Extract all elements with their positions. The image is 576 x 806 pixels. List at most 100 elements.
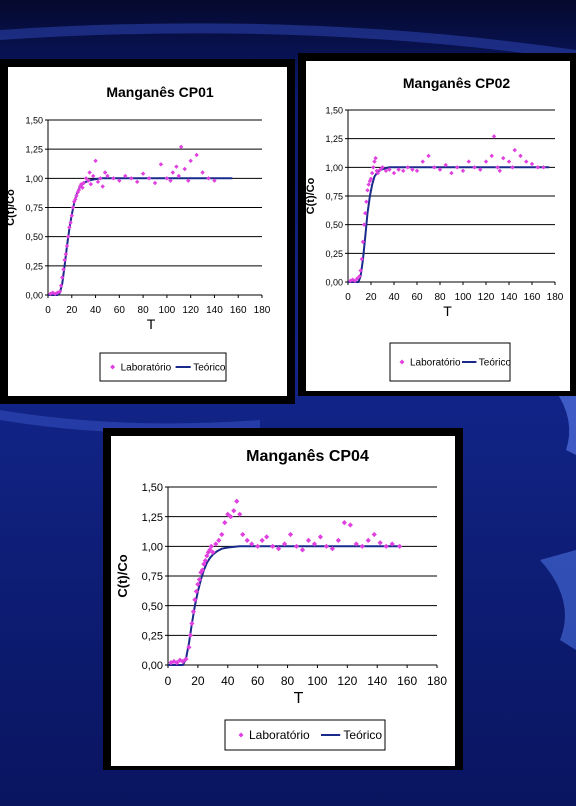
legend-label-teorico: Teórico (193, 363, 226, 374)
data-point-laboratorio (341, 520, 347, 526)
data-point-laboratorio (270, 543, 276, 549)
data-point-laboratorio (299, 547, 306, 553)
data-point-laboratorio (68, 220, 73, 225)
x-tick-label: 60 (251, 674, 265, 688)
x-tick-label: 180 (427, 674, 447, 688)
data-point-laboratorio (134, 179, 140, 185)
y-tick-label: 1,50 (142, 482, 163, 494)
series-line-teorico (168, 545, 400, 666)
data-point-laboratorio (140, 171, 146, 176)
data-point-laboratorio (158, 162, 164, 167)
data-point-laboratorio (420, 159, 425, 164)
legend-marker-laboratorio (238, 732, 244, 738)
data-point-laboratorio (305, 537, 312, 543)
chart-panel-cp01: Manganês CP01 0,00 0,25 0,50 0,75 1,00 1,25 1,5… (0, 59, 295, 404)
x-tick-label: 20 (66, 305, 78, 316)
data-point-laboratorio (88, 181, 93, 187)
data-point-laboratorio (323, 543, 330, 549)
chart-title: Manganês CP04 (246, 448, 369, 465)
data-point-laboratorio (95, 179, 101, 185)
x-tick-label: 100 (307, 674, 327, 688)
data-point-laboratorio (335, 537, 341, 543)
data-point-laboratorio (410, 167, 415, 172)
data-point-laboratorio (225, 511, 231, 517)
data-point-laboratorio (168, 178, 173, 183)
data-point-laboratorio (363, 211, 368, 216)
data-point-laboratorio (361, 222, 367, 227)
y-axis-label: C(t)/Co (115, 554, 130, 597)
data-point-laboratorio (287, 531, 294, 538)
data-point-laboratorio (187, 632, 194, 638)
y-tick-label: 1,00 (325, 163, 343, 173)
data-point-laboratorio (178, 144, 184, 150)
data-point-laboratorio (369, 170, 375, 176)
data-point-laboratorio (182, 166, 187, 172)
data-point-laboratorio (348, 278, 353, 284)
data-point-laboratorio (366, 182, 371, 187)
y-tick-label: 1,25 (325, 134, 343, 144)
x-tick-label: 40 (90, 305, 102, 316)
data-point-laboratorio (359, 543, 365, 549)
data-point-laboratorio (100, 184, 105, 189)
data-point-laboratorio (60, 275, 65, 280)
data-point-laboratorio (210, 549, 216, 555)
data-point-laboratorio (364, 199, 369, 204)
legend-marker-laboratorio (399, 359, 405, 365)
legend-box (99, 352, 227, 382)
x-tick-label: 180 (254, 305, 271, 316)
data-point-laboratorio (259, 537, 265, 543)
legend-box (224, 719, 386, 751)
x-tick-label: 120 (182, 305, 199, 316)
data-point-laboratorio (98, 176, 103, 181)
data-point-laboratorio (202, 557, 208, 564)
data-point-laboratorio (495, 165, 500, 170)
data-point-laboratorio (478, 167, 483, 172)
data-point-laboratorio (87, 170, 92, 175)
data-point-laboratorio (219, 531, 225, 538)
data-point-laboratorio (524, 159, 529, 164)
data-point-laboratorio (194, 152, 199, 158)
data-point-laboratorio (196, 576, 202, 583)
y-tick-label: 0,25 (142, 631, 163, 643)
data-point-laboratorio (371, 165, 376, 170)
chart-panel-cp02: Manganês CP02 0,00 0,25 0,50 0,75 1,00 1,25 1,5… (298, 53, 576, 396)
y-tick-label: 0,50 (25, 232, 43, 242)
x-tick-label: 80 (138, 305, 150, 316)
x-tick-label: 100 (455, 292, 472, 303)
data-point-laboratorio (192, 597, 198, 603)
data-point-laboratorio (449, 170, 454, 176)
legend-label-laboratorio: Laboratório (121, 363, 172, 374)
data-point-laboratorio (455, 165, 460, 170)
x-tick-label: 100 (159, 305, 176, 316)
data-point-laboratorio (102, 170, 108, 175)
x-tick-label: 120 (478, 292, 495, 303)
data-point-laboratorio (383, 168, 389, 173)
data-point-laboratorio (510, 165, 515, 170)
data-point-laboratorio (204, 553, 210, 559)
data-point-laboratorio (359, 256, 364, 262)
y-tick-label: 0,75 (142, 571, 163, 583)
data-point-laboratorio (443, 162, 448, 168)
x-tick-label: 120 (337, 674, 357, 688)
x-tick-label: 0 (345, 292, 351, 303)
data-point-laboratorio (489, 153, 494, 159)
y-tick-label: 0,75 (25, 203, 43, 213)
x-tick-label: 140 (501, 292, 518, 303)
data-point-laboratorio (231, 508, 237, 514)
data-point-laboratorio (264, 534, 270, 540)
y-tick-label: 1,00 (25, 174, 43, 184)
data-point-laboratorio (512, 147, 517, 153)
data-point-laboratorio (501, 155, 506, 161)
data-point-laboratorio (75, 190, 80, 195)
data-point-laboratorio (237, 511, 243, 517)
data-point-laboratorio (212, 178, 217, 183)
data-point-laboratorio (352, 278, 358, 284)
data-point-laboratorio (93, 158, 98, 164)
data-point-laboratorio (201, 561, 207, 567)
data-point-laboratorio (401, 168, 406, 173)
data-point-laboratorio (375, 170, 381, 176)
data-point-laboratorio (213, 541, 219, 547)
data-point-laboratorio (146, 176, 152, 181)
data-point-laboratorio (174, 164, 179, 169)
data-point-laboratorio (365, 537, 371, 543)
